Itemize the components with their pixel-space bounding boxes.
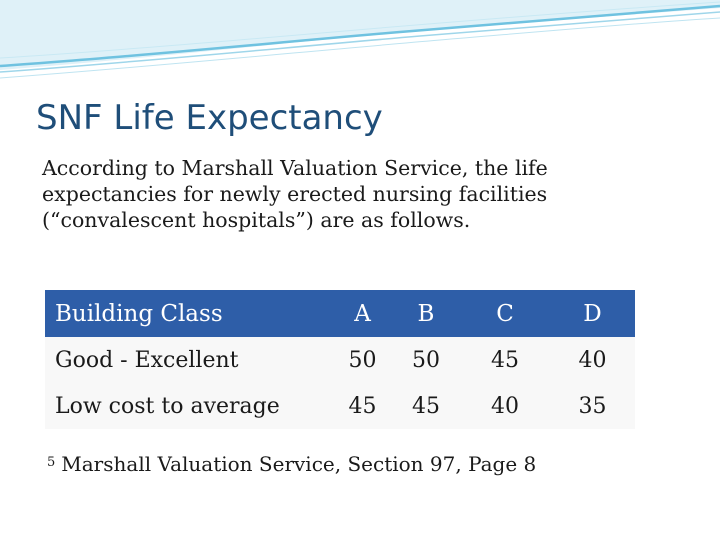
cell-value: 40 bbox=[578, 347, 607, 373]
table-row: Good - Excellent 50 50 45 40 bbox=[45, 337, 635, 383]
decorative-wave-header bbox=[0, 0, 720, 79]
footnote-number: 5 bbox=[47, 455, 56, 470]
cell-value: 45 bbox=[491, 347, 519, 373]
life-expectancy-table: Building Class A B C D Good - Excellent … bbox=[45, 290, 635, 429]
cell-value: 35 bbox=[578, 393, 607, 419]
header-building-class: Building Class bbox=[55, 300, 223, 327]
header-class-d: D bbox=[583, 300, 602, 327]
header-class-a: A bbox=[354, 300, 371, 327]
table-header-row: Building Class A B C D bbox=[45, 290, 635, 337]
cell-value: 50 bbox=[412, 347, 440, 373]
table-row: Low cost to average 45 45 40 35 bbox=[45, 383, 635, 429]
row-label: Good - Excellent bbox=[55, 347, 239, 373]
header-class-c: C bbox=[496, 300, 514, 327]
slide-title: SNF Life Expectancy bbox=[36, 98, 383, 138]
footnote: 5 Marshall Valuation Service, Section 97,… bbox=[47, 452, 536, 476]
cell-value: 40 bbox=[491, 393, 519, 419]
footnote-text: Marshall Valuation Service, Section 97, … bbox=[61, 452, 537, 476]
row-label: Low cost to average bbox=[55, 393, 280, 419]
cell-value: 45 bbox=[348, 393, 377, 419]
cell-value: 50 bbox=[348, 347, 377, 373]
body-paragraph: According to Marshall Valuation Service,… bbox=[42, 156, 548, 232]
cell-value: 45 bbox=[412, 393, 440, 419]
life-expectancy-table-container: Building Class A B C D Good - Excellent … bbox=[45, 290, 635, 429]
header-class-b: B bbox=[417, 300, 435, 327]
